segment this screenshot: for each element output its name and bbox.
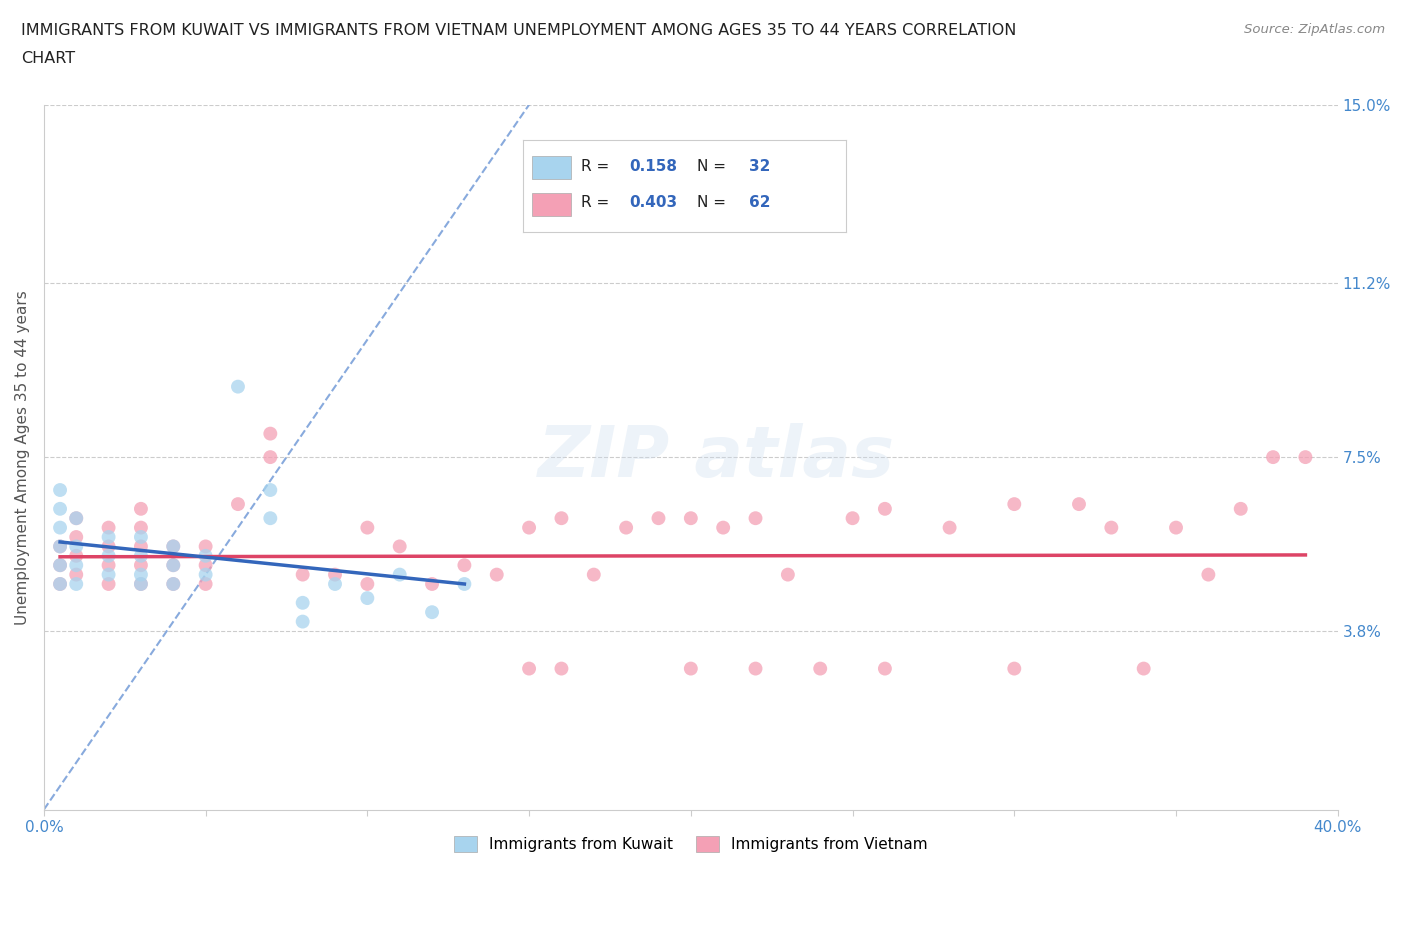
Point [162,539,184,554]
Point [65,549,87,564]
Point [97,558,120,573]
Point [259,511,281,525]
Point [679,661,702,676]
Point [808,661,831,676]
Point [129,577,152,591]
Point [614,520,637,535]
Point [744,511,766,525]
Text: CHART: CHART [21,51,75,66]
Point [420,604,443,619]
Point [485,567,508,582]
Point [194,549,217,564]
Point [323,577,346,591]
Point [679,511,702,525]
Point [49,558,72,573]
Point [582,567,605,582]
Point [420,577,443,591]
Point [49,558,72,573]
Point [97,577,120,591]
Point [776,567,799,582]
Point [1067,497,1090,512]
Point [194,567,217,582]
Point [873,661,896,676]
Point [291,567,314,582]
Point [162,558,184,573]
Point [1002,497,1025,512]
Point [291,595,314,610]
Point [65,567,87,582]
Point [97,520,120,535]
Point [194,558,217,573]
Point [1294,450,1316,465]
Point [97,549,120,564]
Point [1261,450,1284,465]
Point [65,539,87,554]
Point [129,549,152,564]
Point [162,558,184,573]
Point [517,520,540,535]
Point [1164,520,1187,535]
Point [453,577,475,591]
Point [226,497,249,512]
Point [129,558,152,573]
Point [65,511,87,525]
Point [259,483,281,498]
Point [129,577,152,591]
Point [97,529,120,544]
Text: Source: ZipAtlas.com: Source: ZipAtlas.com [1244,23,1385,36]
Point [194,539,217,554]
Point [259,450,281,465]
Point [162,577,184,591]
Point [65,577,87,591]
Point [65,511,87,525]
Point [129,567,152,582]
Point [550,511,572,525]
Point [356,591,378,605]
Point [388,539,411,554]
Point [129,529,152,544]
Point [97,567,120,582]
Point [49,483,72,498]
Point [49,501,72,516]
Point [226,379,249,394]
Text: ZIP atlas: ZIP atlas [538,422,896,492]
Point [129,501,152,516]
Y-axis label: Unemployment Among Ages 35 to 44 years: Unemployment Among Ages 35 to 44 years [15,290,30,625]
Point [129,539,152,554]
Point [49,577,72,591]
Point [873,501,896,516]
Point [1099,520,1122,535]
Point [49,577,72,591]
Point [1229,501,1251,516]
Legend: Immigrants from Kuwait, Immigrants from Vietnam: Immigrants from Kuwait, Immigrants from … [447,830,934,858]
Point [356,520,378,535]
Point [49,520,72,535]
Point [517,661,540,676]
Point [841,511,863,525]
Point [162,539,184,554]
Point [711,520,734,535]
Text: IMMIGRANTS FROM KUWAIT VS IMMIGRANTS FROM VIETNAM UNEMPLOYMENT AMONG AGES 35 TO : IMMIGRANTS FROM KUWAIT VS IMMIGRANTS FRO… [21,23,1017,38]
Point [744,661,766,676]
Point [388,567,411,582]
Point [129,520,152,535]
Point [97,539,120,554]
Point [647,511,669,525]
Point [65,529,87,544]
Point [49,539,72,554]
Point [938,520,960,535]
Point [453,558,475,573]
Point [259,426,281,441]
Point [194,577,217,591]
Point [1197,567,1219,582]
Point [65,558,87,573]
Point [356,577,378,591]
Point [1002,661,1025,676]
Point [550,661,572,676]
Point [323,567,346,582]
Point [49,539,72,554]
Point [1132,661,1154,676]
Point [162,577,184,591]
Point [291,614,314,629]
